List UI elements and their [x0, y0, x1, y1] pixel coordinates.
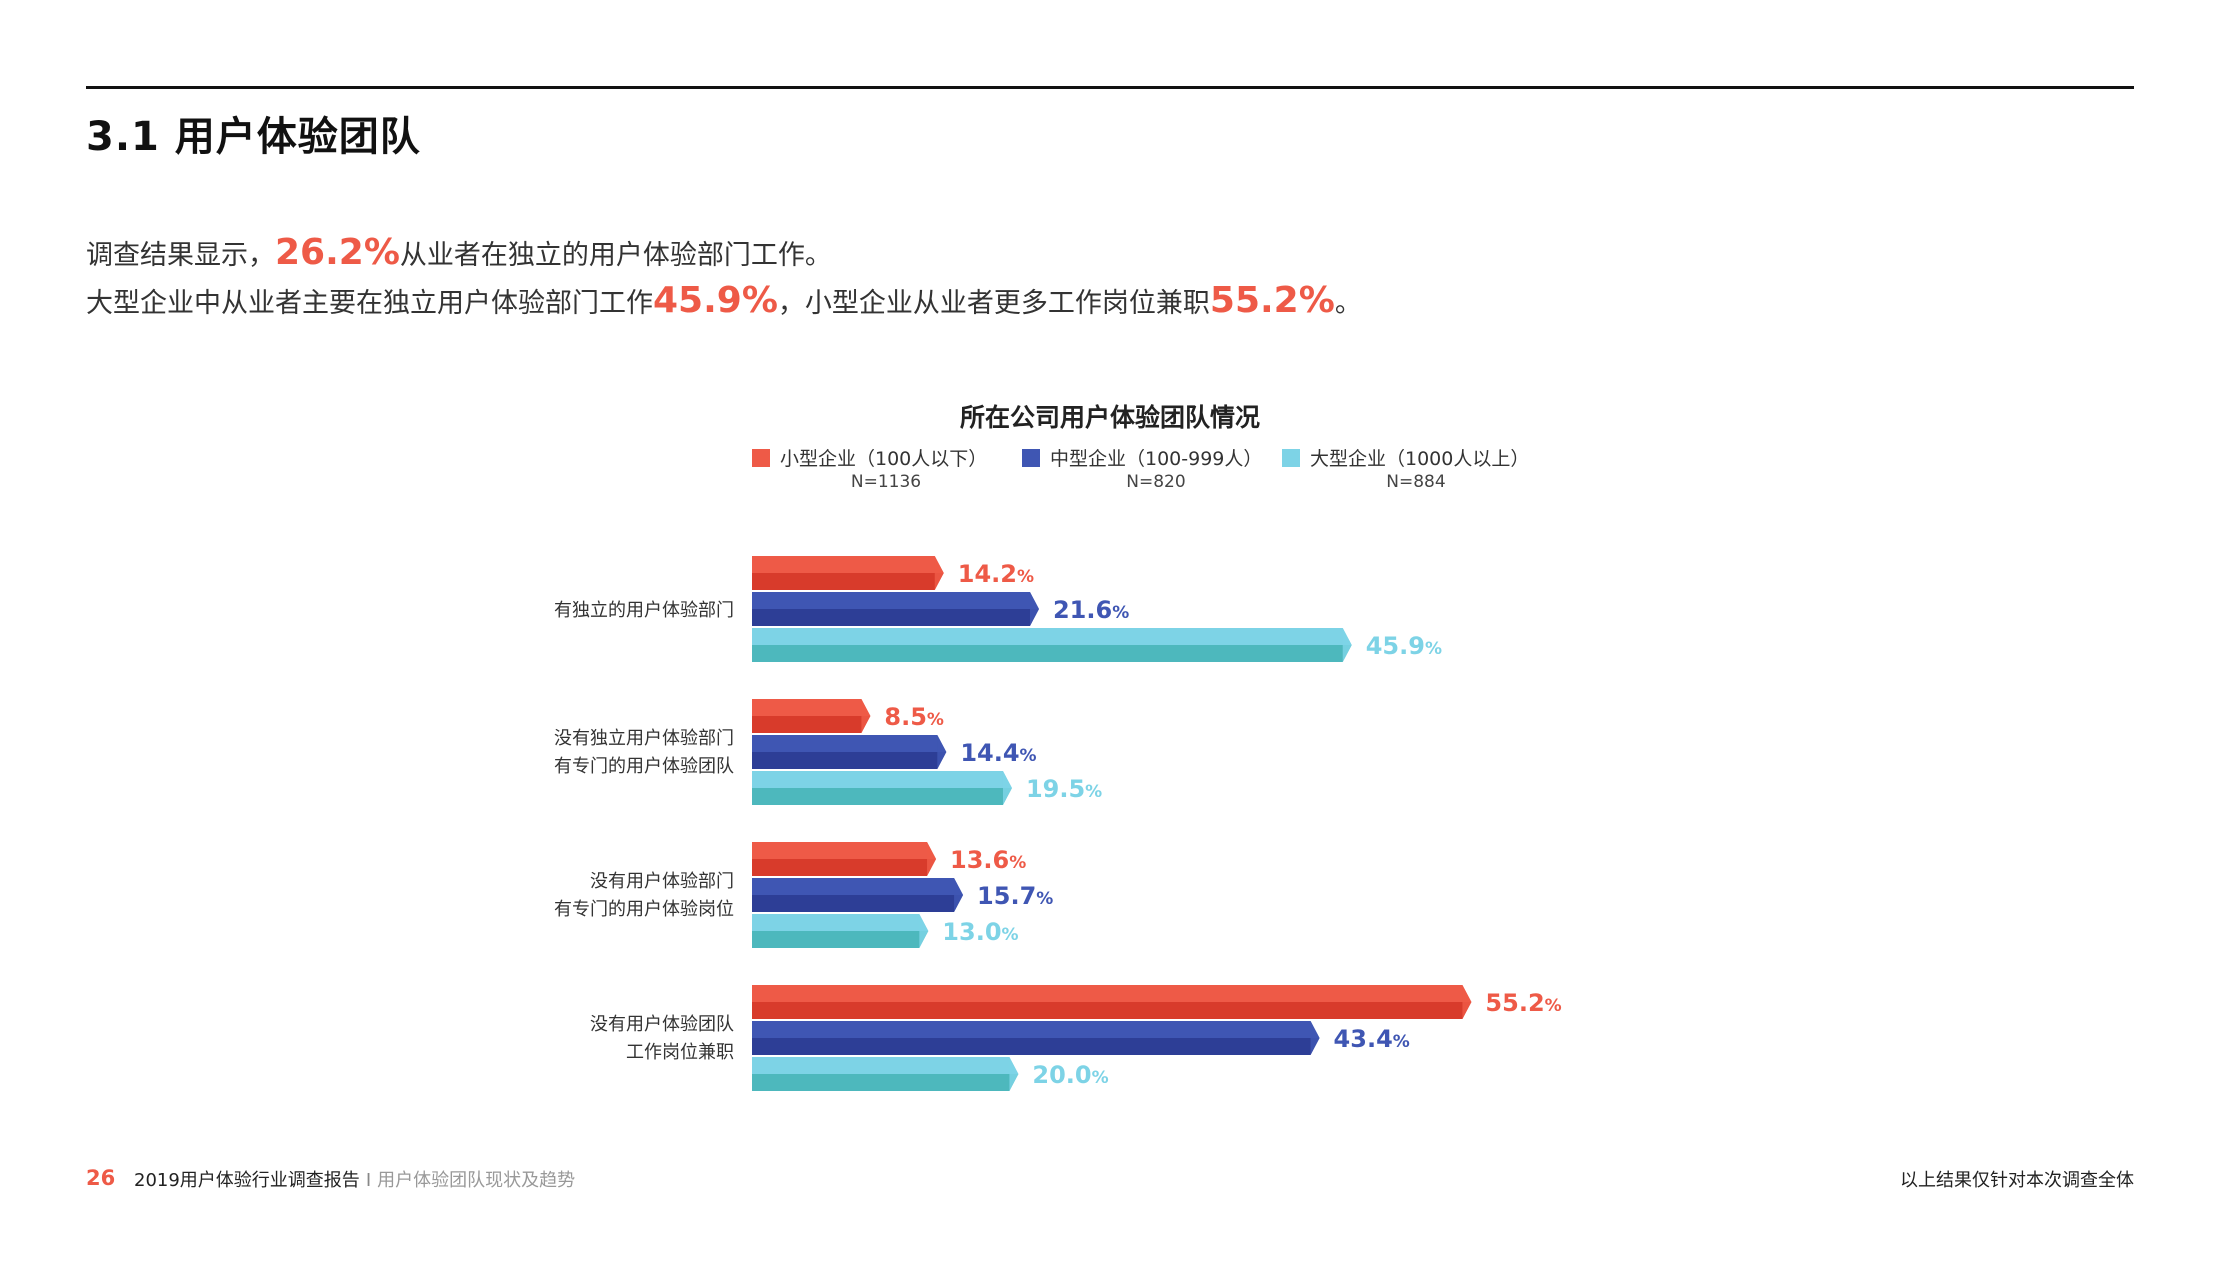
category-label-3-line-2: 有专门的用户体验岗位 — [554, 899, 734, 920]
legend-swatch-small — [752, 449, 770, 467]
summary-highlight-1: 26.2% — [275, 232, 400, 273]
bar-medium-1-top — [752, 592, 1039, 609]
bar-medium-3-value-label: 15.7% — [977, 882, 1053, 910]
bar-large-3-bottom — [752, 931, 929, 948]
footer-section-name: 用户体验团队现状及趋势 — [377, 1170, 576, 1191]
section-title: 3.1 用户体验团队 — [86, 114, 421, 160]
bar-small-2-top — [752, 699, 871, 716]
bar-large-3-value-label: 13.0% — [942, 918, 1018, 946]
category-label-2-line-1: 没有独立用户体验部门 — [554, 728, 734, 749]
bar-medium-3-tip — [954, 878, 964, 912]
bar-small-1-value-label: 14.2% — [958, 560, 1034, 588]
bar-medium-2-tip — [937, 735, 947, 769]
summary-highlight-3: 55.2% — [1209, 280, 1335, 321]
summary-line-1-pre: 调查结果显示， — [86, 240, 275, 271]
bar-medium-1-bottom — [752, 609, 1039, 626]
bar-large-4-value-label: 20.0% — [1032, 1061, 1108, 1089]
legend-label-small: 小型企业（100人以下） — [780, 448, 988, 470]
bar-small-2-bottom — [752, 716, 871, 733]
bar-large-3-top — [752, 914, 929, 931]
category-label-2: 没有独立用户体验部门 有专门的用户体验团队 — [554, 725, 734, 781]
bar-large-4-tip — [1009, 1057, 1019, 1091]
summary-line-2-mid: ，小型企业从业者更多工作岗位兼职 — [777, 288, 1210, 319]
legend-item-large: 大型企业（1000人以上） — [1282, 444, 1529, 471]
bar-large-1-tip — [1342, 628, 1352, 662]
summary-line-2-post: 。 — [1334, 288, 1362, 319]
footer-note: 以上结果仅针对本次调查全体 — [1900, 1170, 2134, 1191]
footer-report: 2019用户体验行业调查报告 I 用户体验团队现状及趋势 — [134, 1166, 575, 1192]
footer-page-number: 26 — [86, 1166, 116, 1190]
legend-n-large: N=884 — [1386, 472, 1446, 492]
summary-highlight-2: 45.9% — [653, 280, 778, 321]
category-label-2-line-2: 有专门的用户体验团队 — [554, 756, 734, 777]
bar-large-2-bottom — [752, 788, 1012, 805]
bar-medium-4-top — [752, 1021, 1320, 1038]
summary-line-1-post: 从业者在独立的用户体验部门工作。 — [399, 240, 832, 271]
bar-small-2-tip — [861, 699, 871, 733]
category-label-4-line-2: 工作岗位兼职 — [626, 1042, 734, 1063]
summary-line-1: 调查结果显示，26.2%从业者在独立的用户体验部门工作。 — [86, 232, 832, 273]
category-label-1: 有独立的用户体验部门 — [554, 597, 734, 625]
bar-medium-4-bottom — [752, 1038, 1320, 1055]
bar-small-3-bottom — [752, 859, 937, 876]
bar-small-1-bottom — [752, 573, 944, 590]
bar-large-1-value-label: 45.9% — [1366, 632, 1442, 660]
bar-medium-2-top — [752, 735, 947, 752]
legend-item-small: 小型企业（100人以下） — [752, 444, 987, 471]
legend-label-medium: 中型企业（100-999人） — [1050, 448, 1263, 470]
bar-small-4-bottom — [752, 1002, 1472, 1019]
legend-item-medium: 中型企业（100-999人） — [1022, 444, 1262, 471]
bar-small-4-tip — [1462, 985, 1472, 1019]
legend-n-medium: N=820 — [1126, 472, 1186, 492]
bar-large-2-value-label: 19.5% — [1026, 775, 1102, 803]
bar-small-3-top — [752, 842, 937, 859]
footer-report-title: 2019用户体验行业调查报告 — [134, 1170, 360, 1191]
bar-large-1-bottom — [752, 645, 1352, 662]
bar-medium-3-top — [752, 878, 964, 895]
legend-swatch-large — [1282, 449, 1300, 467]
footer-separator: I — [365, 1170, 372, 1191]
bar-medium-4-value-label: 43.4% — [1334, 1025, 1410, 1053]
bar-large-1-top — [752, 628, 1352, 645]
bar-small-1-top — [752, 556, 944, 573]
bar-small-1-tip — [934, 556, 944, 590]
bar-large-3-tip — [919, 914, 929, 948]
bar-small-4-value-label: 55.2% — [1485, 989, 1561, 1017]
bar-small-3-value-label: 13.6% — [950, 846, 1026, 874]
bar-medium-4-tip — [1310, 1021, 1320, 1055]
bar-medium-1-value-label: 21.6% — [1053, 596, 1129, 624]
bar-medium-2-bottom — [752, 752, 947, 769]
category-label-4: 没有用户体验团队工作岗位兼职 — [590, 1011, 734, 1067]
category-label-3: 没有用户体验部门有专门的用户体验岗位 — [554, 868, 734, 924]
bar-medium-1-tip — [1029, 592, 1039, 626]
bar-large-2-top — [752, 771, 1012, 788]
bar-medium-3-bottom — [752, 895, 964, 912]
chart-title: 所在公司用户体验团队情况 — [959, 403, 1260, 432]
bar-large-4-bottom — [752, 1074, 1019, 1091]
category-label-1-line-1: 有独立的用户体验部门 — [554, 600, 734, 621]
legend-label-large: 大型企业（1000人以上） — [1310, 448, 1530, 470]
bar-medium-2-value-label: 14.4% — [960, 739, 1036, 767]
bar-small-3-tip — [927, 842, 937, 876]
summary-line-2-pre: 大型企业中从业者主要在独立用户体验部门工作 — [86, 288, 653, 319]
bar-large-2-tip — [1002, 771, 1012, 805]
category-label-3-line-1: 没有用户体验部门 — [590, 871, 734, 892]
summary-line-2: 大型企业中从业者主要在独立用户体验部门工作45.9%，小型企业从业者更多工作岗位… — [86, 280, 1362, 321]
category-label-4-line-1: 没有用户体验团队 — [590, 1014, 734, 1035]
bar-small-4-top — [752, 985, 1472, 1002]
bar-small-2-value-label: 8.5% — [884, 703, 944, 731]
legend-swatch-medium — [1022, 449, 1040, 467]
legend-n-small: N=1136 — [850, 472, 922, 492]
top-rule — [86, 86, 2134, 89]
bar-large-4-top — [752, 1057, 1019, 1074]
